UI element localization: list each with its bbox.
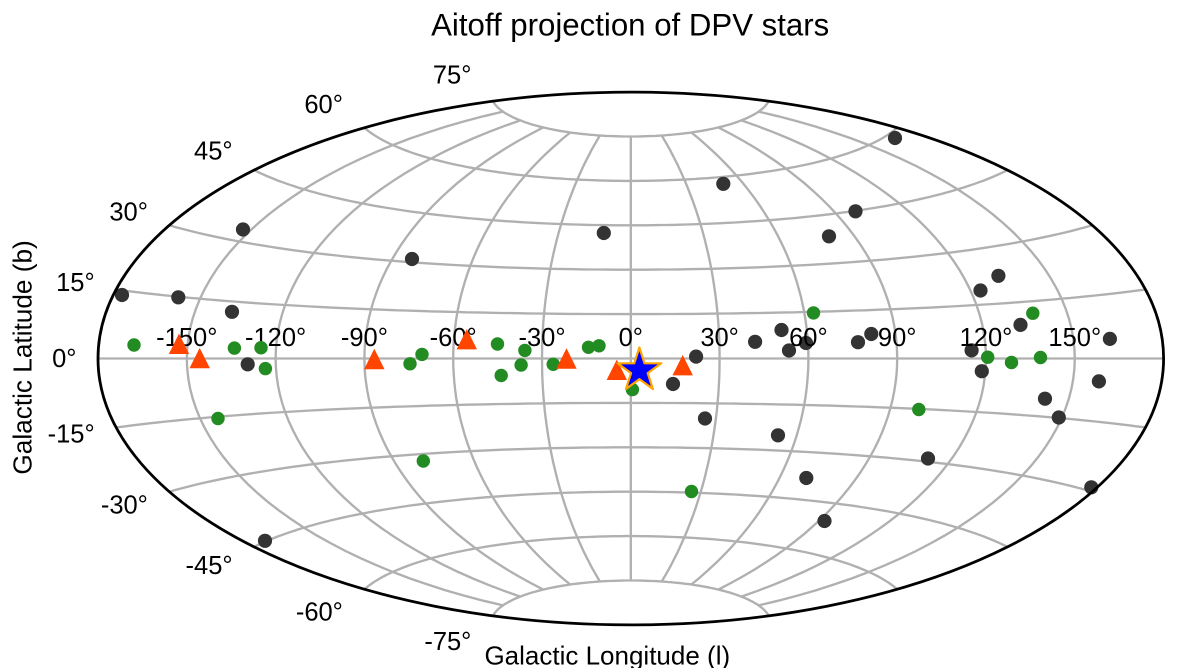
- svg-text:Galactic Longitude (l): Galactic Longitude (l): [484, 640, 730, 668]
- svg-text:-90°: -90°: [341, 324, 388, 352]
- svg-text:-60°: -60°: [296, 599, 343, 627]
- svg-text:30°: 30°: [700, 324, 739, 352]
- svg-text:30°: 30°: [109, 198, 148, 226]
- svg-text:150°: 150°: [1048, 324, 1101, 352]
- svg-text:60°: 60°: [304, 91, 343, 119]
- svg-text:-30°: -30°: [101, 491, 148, 519]
- svg-text:120°: 120°: [960, 324, 1013, 352]
- svg-text:0°: 0°: [52, 345, 76, 373]
- svg-text:15°: 15°: [56, 269, 95, 297]
- svg-text:-75°: -75°: [424, 628, 471, 656]
- svg-text:60°: 60°: [789, 324, 828, 352]
- svg-text:45°: 45°: [194, 138, 233, 166]
- svg-text:90°: 90°: [878, 324, 917, 352]
- svg-text:-120°: -120°: [245, 324, 306, 352]
- svg-text:-45°: -45°: [186, 552, 233, 580]
- svg-text:Aitoff projection of DPV stars: Aitoff projection of DPV stars: [431, 8, 829, 43]
- svg-text:75°: 75°: [433, 62, 472, 90]
- svg-text:-150°: -150°: [156, 324, 217, 352]
- svg-text:Galactic Latitude (b): Galactic Latitude (b): [8, 240, 38, 474]
- svg-text:-15°: -15°: [48, 421, 95, 449]
